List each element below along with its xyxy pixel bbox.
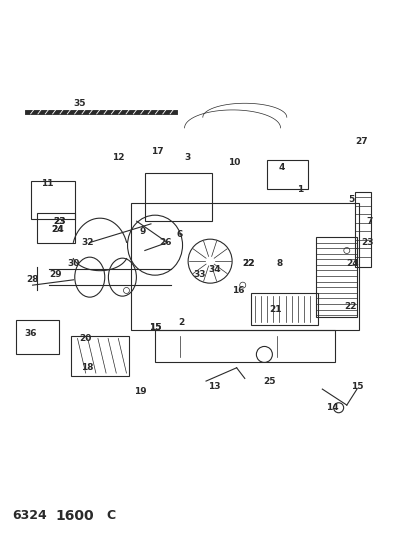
Text: 2: 2 [178, 318, 185, 327]
Text: 12: 12 [112, 153, 124, 161]
Text: 35: 35 [73, 100, 86, 108]
Text: 22: 22 [243, 260, 255, 268]
Text: 10: 10 [228, 158, 241, 167]
Text: 8: 8 [276, 260, 283, 268]
Text: 3: 3 [184, 153, 191, 161]
Text: 18: 18 [82, 364, 94, 372]
Text: 25: 25 [263, 377, 275, 385]
Text: 30: 30 [67, 260, 80, 268]
Text: 7: 7 [366, 217, 373, 225]
Text: 24: 24 [51, 225, 63, 233]
Text: 17: 17 [151, 148, 163, 156]
Text: 14: 14 [326, 403, 339, 412]
Text: 6324: 6324 [12, 509, 47, 522]
Text: 23: 23 [53, 217, 65, 225]
Text: 21: 21 [269, 305, 282, 313]
Text: 24: 24 [347, 260, 359, 268]
Text: 9: 9 [140, 228, 146, 236]
Text: 6: 6 [176, 230, 183, 239]
Text: 1: 1 [297, 185, 303, 193]
Text: 29: 29 [49, 270, 61, 279]
Text: 27: 27 [355, 137, 367, 146]
Text: 28: 28 [27, 276, 39, 284]
Text: 26: 26 [159, 238, 171, 247]
Text: 24: 24 [51, 225, 63, 233]
Text: 1600: 1600 [55, 509, 94, 523]
Text: 20: 20 [80, 334, 92, 343]
Text: 16: 16 [233, 286, 245, 295]
Text: C: C [106, 509, 115, 522]
Text: 22: 22 [243, 260, 255, 268]
Text: 5: 5 [348, 196, 354, 204]
Text: 11: 11 [41, 180, 53, 188]
Text: 36: 36 [24, 329, 37, 337]
Text: 4: 4 [278, 164, 285, 172]
Text: 33: 33 [194, 270, 206, 279]
Text: 23: 23 [361, 238, 373, 247]
Text: 22: 22 [345, 302, 357, 311]
Text: 15: 15 [149, 324, 161, 332]
Text: 15: 15 [149, 324, 161, 332]
Text: 32: 32 [82, 238, 94, 247]
Text: 15: 15 [351, 382, 363, 391]
Text: 13: 13 [208, 382, 220, 391]
Text: 19: 19 [135, 387, 147, 396]
Text: 34: 34 [208, 265, 220, 273]
Text: 23: 23 [53, 217, 65, 225]
